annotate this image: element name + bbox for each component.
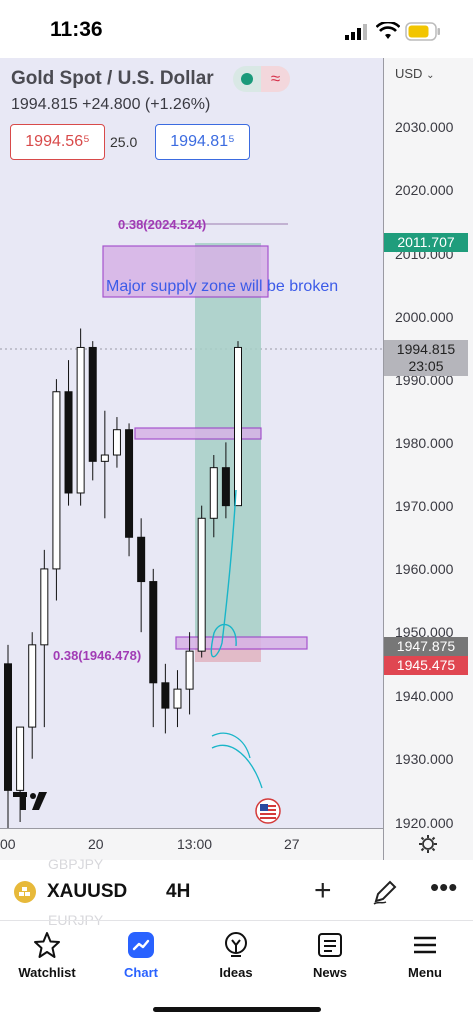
candle-body: [112, 429, 121, 456]
gold-coins-icon: [14, 881, 36, 903]
chevron-down-icon: ⌄: [426, 70, 435, 81]
status-bar: 11:36: [0, 0, 473, 58]
candle-body: [52, 391, 61, 570]
volatility-icon: ≈: [261, 66, 290, 92]
candle-body: [209, 467, 218, 519]
tab-ideas[interactable]: Ideas: [189, 925, 283, 985]
plot-area[interactable]: 0.38(2024.524) Major supply zone will be…: [0, 58, 383, 828]
candle-body: [161, 682, 170, 709]
candle-body: [88, 346, 97, 462]
candle-body: [28, 644, 37, 728]
ghost-symbol-above: GBPJPY: [48, 856, 104, 872]
demand-zone: [175, 636, 308, 650]
candle-body: [197, 517, 206, 652]
price-change-line: 1994.815 +24.800 (+1.26%): [11, 96, 211, 113]
symbol-name[interactable]: XAUUSD: [47, 881, 128, 902]
time-tick: 13:00: [177, 836, 213, 852]
currency-label: USD: [395, 66, 423, 81]
current-price-tag: 1994.815: [384, 340, 468, 359]
tab-label: Chart: [124, 965, 158, 980]
status-time: 11:36: [50, 18, 103, 41]
candle-body: [185, 650, 194, 690]
candle-body: [100, 454, 109, 462]
price-tick: 2020.000: [395, 182, 454, 198]
candle-body: [16, 726, 25, 791]
chart-icon: [128, 932, 154, 958]
tab-chart[interactable]: Chart: [94, 925, 188, 985]
candle-body: [40, 568, 49, 646]
target-zone: [195, 243, 261, 638]
supply-zone: [102, 245, 269, 298]
market-open-dot-icon: [241, 73, 253, 85]
fib-label-bottom: 0.38(1946.478): [53, 648, 142, 663]
ideas-icon: [225, 932, 247, 957]
tab-label: Menu: [408, 965, 442, 980]
target-price-tag: 2011.707: [384, 233, 468, 252]
home-indicator: [153, 1007, 321, 1012]
price-tick: 1950.000: [395, 624, 454, 640]
symbol-title: Gold Spot / U.S. Dollar: [11, 68, 214, 89]
price-tick: 1990.000: [395, 372, 454, 388]
price-tick: 1940.000: [395, 688, 454, 704]
spread-value: 25.0: [110, 134, 138, 150]
tab-label: News: [313, 965, 347, 980]
price-tick: 1960.000: [395, 561, 454, 577]
time-axis[interactable]: [0, 828, 383, 860]
price-tick: 1970.000: [395, 498, 454, 514]
tab-watchlist[interactable]: Watchlist: [0, 925, 94, 985]
candle-body: [137, 536, 146, 583]
fib-label-top: 0.38(2024.524): [118, 217, 207, 232]
candle-body: [4, 663, 12, 791]
candle-body: [234, 346, 242, 507]
tab-label: Watchlist: [18, 965, 76, 980]
symbol-toolbar: GBPJPY EURJPY XAUUSD 4H + •••: [0, 856, 473, 928]
price-axis[interactable]: [383, 58, 473, 860]
cellular-signal-icon: [345, 24, 367, 40]
tradingview-logo-icon: [13, 792, 47, 810]
candle-body: [173, 688, 182, 709]
us-flag-event-icon[interactable]: [255, 798, 281, 824]
time-tick: 00: [0, 836, 16, 852]
price-tick: 2000.000: [395, 309, 454, 325]
currency-selector[interactable]: USD ⌄: [395, 66, 434, 81]
entry-price-tag: 1947.875: [384, 637, 468, 656]
candle-body: [64, 391, 73, 494]
tab-menu[interactable]: Menu: [378, 925, 472, 985]
bar-countdown: 23:05: [384, 357, 468, 376]
interval-selector[interactable]: 4H: [166, 881, 191, 902]
price-tick: 2030.000: [395, 119, 454, 135]
sell-button[interactable]: 1994.56⁵: [10, 124, 105, 160]
battery-icon: [405, 22, 440, 41]
candle-body: [76, 346, 85, 494]
candle-body: [221, 467, 230, 507]
stop-price-tag: 1945.475: [384, 656, 468, 675]
price-tick: 1980.000: [395, 435, 454, 451]
star-icon: [34, 932, 60, 958]
projection-arrow: [210, 489, 237, 658]
candle-body: [149, 581, 158, 684]
add-icon[interactable]: +: [314, 874, 332, 907]
time-tick: 27: [284, 836, 300, 852]
mid-zone: [134, 427, 262, 440]
candle-body: [125, 429, 134, 538]
draw-pen-icon[interactable]: [372, 879, 398, 905]
price-tick: 1930.000: [395, 751, 454, 767]
buy-button[interactable]: 1994.81⁵: [155, 124, 250, 160]
tab-label: Ideas: [219, 965, 253, 980]
candlestick-chart[interactable]: [0, 58, 383, 828]
time-tick: 20: [88, 836, 104, 852]
divider: [0, 920, 473, 921]
price-tick: 1920.000: [395, 815, 454, 831]
market-status-pill[interactable]: ≈: [233, 66, 290, 92]
supply-zone-text: Major supply zone will be broken: [106, 278, 339, 295]
more-options-icon[interactable]: •••: [430, 872, 458, 902]
wifi-icon: [376, 22, 400, 39]
settings-gear-icon[interactable]: [418, 834, 438, 854]
tab-news[interactable]: News: [283, 925, 377, 985]
news-icon: [318, 933, 342, 957]
chart-area[interactable]: 0.38(2024.524) Major supply zone will be…: [0, 58, 473, 860]
menu-icon: [414, 936, 436, 954]
